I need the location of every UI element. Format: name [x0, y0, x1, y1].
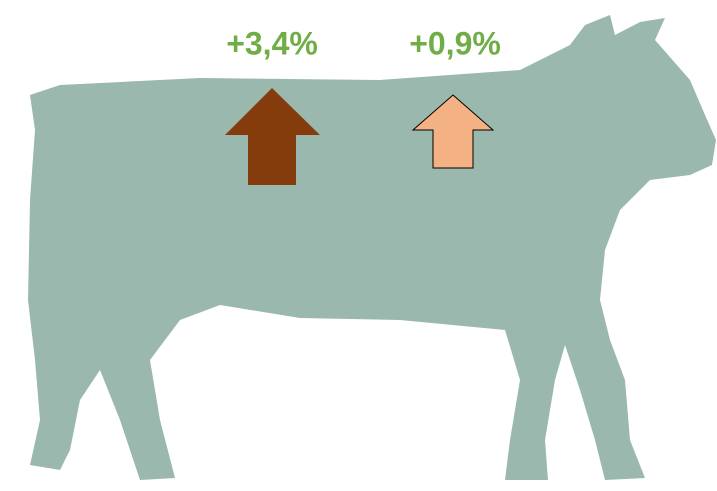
indicator-label: +3,4%: [226, 25, 318, 61]
cow-silhouette: [28, 15, 716, 480]
indicator-label: +0,9%: [409, 25, 501, 61]
page: +3,4% +0,9% (() => { const data = JSON.p…: [0, 0, 717, 491]
infographic: +3,4% +0,9%: [0, 0, 717, 491]
